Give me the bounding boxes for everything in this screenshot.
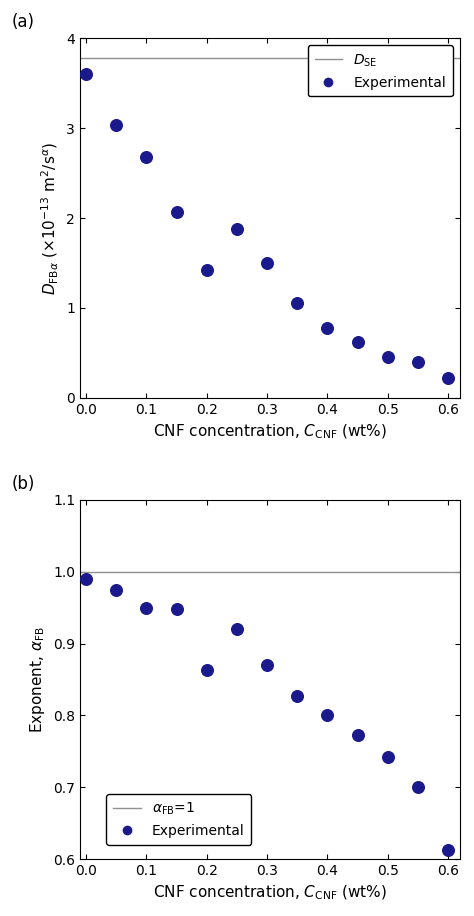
Point (233, 222, 241, 236)
Point (173, 204, 180, 219)
Legend: $D_{\mathrm{SE}}$, Experimental: $D_{\mathrm{SE}}$, Experimental (308, 45, 453, 96)
Point (293, 689, 301, 703)
Point (324, 707, 331, 722)
Point (384, 350, 392, 365)
Point (263, 658, 271, 672)
Point (112, 583, 120, 597)
X-axis label: CNF concentration, $C_{\mathrm{CNF}}$ (wt%): CNF concentration, $C_{\mathrm{CNF}}$ (w… (153, 884, 387, 902)
Point (293, 295, 301, 310)
Point (173, 602, 180, 616)
Text: (a): (a) (11, 13, 35, 31)
Point (384, 750, 392, 765)
Point (444, 843, 452, 857)
Point (233, 622, 241, 637)
Point (143, 149, 150, 164)
Point (82, 572, 90, 586)
Point (263, 256, 271, 270)
Point (444, 371, 452, 386)
Point (143, 600, 150, 615)
Point (203, 263, 210, 278)
Y-axis label: $D_{\mathrm{FB}\alpha}$ ($\times$10$^{-13}$ m$^2$/s$^{\alpha}$): $D_{\mathrm{FB}\alpha}$ ($\times$10$^{-1… (40, 141, 61, 295)
Point (354, 727, 361, 742)
Point (324, 321, 331, 335)
Y-axis label: Exponent, $\alpha_{\mathrm{FB}}$: Exponent, $\alpha_{\mathrm{FB}}$ (28, 627, 47, 733)
Legend: $\alpha_{\mathrm{FB}}$=1, Experimental: $\alpha_{\mathrm{FB}}$=1, Experimental (106, 794, 252, 845)
Text: (b): (b) (11, 474, 35, 493)
Point (414, 780, 422, 795)
Point (112, 118, 120, 133)
Point (203, 663, 210, 678)
Point (354, 334, 361, 349)
X-axis label: CNF concentration, $C_{\mathrm{CNF}}$ (wt%): CNF concentration, $C_{\mathrm{CNF}}$ (w… (153, 422, 387, 441)
Point (82, 67, 90, 82)
Point (414, 354, 422, 369)
